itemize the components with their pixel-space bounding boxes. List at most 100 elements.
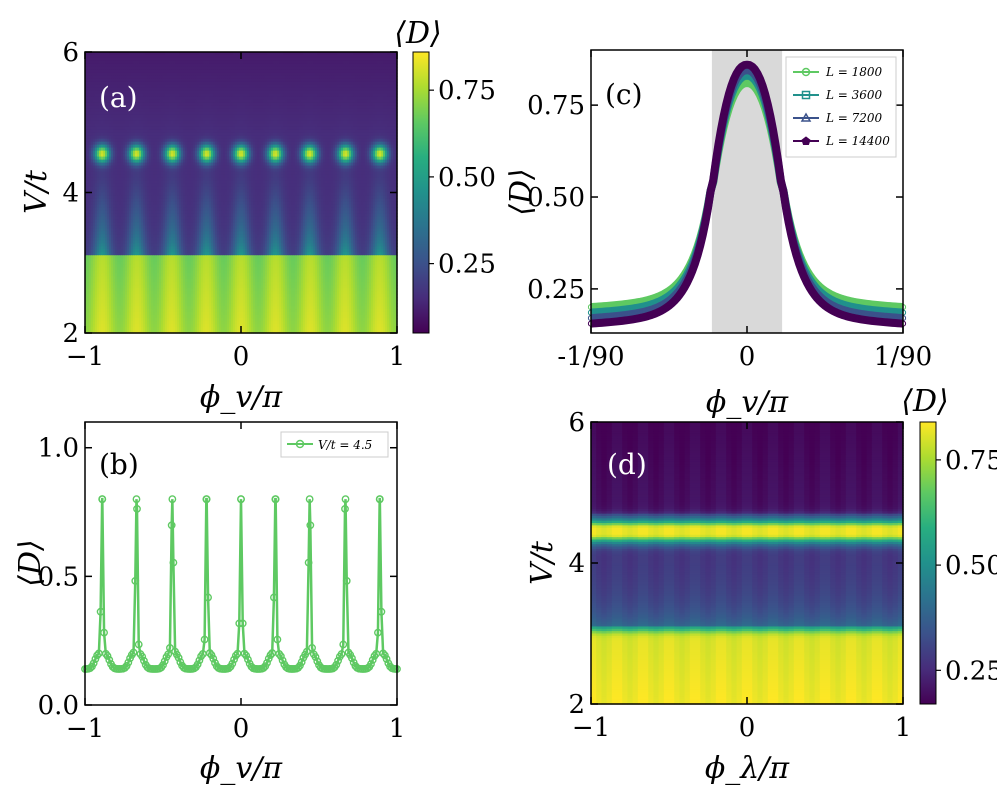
panel-a-heatmap-cell bbox=[363, 105, 366, 110]
panel-a-heatmap-cell bbox=[117, 129, 120, 134]
panel-a-heatmap-cell bbox=[141, 54, 144, 59]
panel-a-heatmap-cell bbox=[181, 108, 184, 113]
panel-a-heatmap-cell bbox=[283, 75, 286, 80]
panel-a-heatmap-cell bbox=[171, 105, 174, 110]
panel-a-heatmap-cell bbox=[389, 75, 392, 80]
panel-a-heatmap-cell bbox=[329, 117, 332, 122]
panel-a-heatmap-cell bbox=[105, 90, 108, 95]
panel-a-heatmap-cell bbox=[313, 81, 316, 86]
panel-a-heatmap-cell bbox=[157, 69, 160, 74]
panel-a-heatmap-cell bbox=[187, 84, 190, 89]
panel-a-heatmap-cell bbox=[269, 87, 272, 92]
panel-a-heatmap-cell bbox=[137, 105, 140, 110]
panel-a-heatmap-cell bbox=[295, 69, 298, 74]
panel-a-heatmap-cell bbox=[147, 57, 150, 62]
panel-a-heatmap-cell bbox=[115, 69, 118, 74]
panel-a-heatmap-cell bbox=[239, 120, 242, 125]
panel-a-heatmap-cell bbox=[357, 123, 360, 128]
panel-a-heatmap-cell bbox=[167, 117, 170, 122]
panel-a-heatmap-cell bbox=[231, 129, 234, 134]
panel-a-heatmap-cell bbox=[107, 57, 110, 62]
panel-a-heatmap-cell bbox=[281, 84, 284, 89]
panel-a-heatmap-cell bbox=[309, 102, 312, 107]
panel-a-heatmap-cell bbox=[257, 69, 260, 74]
panel-a-heatmap-cell bbox=[327, 108, 330, 113]
panel-a-heatmap-cell bbox=[339, 105, 342, 110]
panel-a-heatmap-cell bbox=[243, 99, 246, 104]
panel-a-heatmap-cell bbox=[319, 120, 322, 125]
panel-a-heatmap-cell bbox=[215, 72, 218, 77]
panel-a-heatmap-cell bbox=[301, 123, 304, 128]
panel-a-heatmap-cell bbox=[165, 111, 168, 116]
panel-a-heatmap-cell bbox=[165, 114, 168, 119]
panel-a-heatmap-cell bbox=[131, 114, 134, 119]
panel-a-heatmap-cell bbox=[275, 117, 278, 122]
panel-a-heatmap-cell bbox=[209, 87, 212, 92]
panel-a-heatmap-cell bbox=[285, 57, 288, 62]
panel-a-heatmap-cell bbox=[257, 63, 260, 68]
panel-a-heatmap-cell bbox=[111, 129, 114, 134]
panel-a-heatmap-cell bbox=[389, 52, 392, 56]
panel-a-heatmap-cell bbox=[389, 102, 392, 107]
panel-a-heatmap-cell bbox=[349, 108, 352, 113]
panel-a-heatmap-cell bbox=[247, 102, 250, 107]
panel-a-heatmap-cell bbox=[263, 75, 266, 80]
panel-a-heatmap-cell bbox=[223, 63, 226, 68]
panel-a-heatmap-cell bbox=[297, 129, 300, 134]
panel-a-heatmap-cell bbox=[127, 120, 130, 125]
panel-a-heatmap-cell bbox=[279, 63, 282, 68]
panel-a-heatmap-cell bbox=[97, 87, 100, 92]
panel-a-heatmap-cell bbox=[247, 78, 250, 83]
panel-a-heatmap-cell bbox=[95, 132, 98, 137]
panel-a-heatmap-cell bbox=[361, 108, 364, 113]
panel-a-heatmap-cell bbox=[253, 108, 256, 113]
panel-a-heatmap-cell bbox=[267, 78, 270, 83]
panel-a-heatmap-cell bbox=[161, 87, 164, 92]
panel-a-heatmap-cell bbox=[209, 81, 212, 86]
panel-a-heatmap-cell bbox=[267, 93, 270, 98]
panel-a-heatmap-cell bbox=[369, 114, 372, 119]
panel-a-heatmap-cell bbox=[245, 102, 248, 107]
panel-a-heatmap-cell bbox=[301, 72, 304, 77]
panel-a-heatmap-cell bbox=[211, 102, 214, 107]
panel-a-heatmap-cell bbox=[127, 69, 130, 74]
panel-a-heatmap-cell bbox=[93, 63, 96, 68]
panel-a-heatmap-cell bbox=[339, 81, 342, 86]
panel-a-heatmap-cell bbox=[251, 52, 254, 56]
panel-a-heatmap-cell bbox=[179, 120, 182, 125]
panel-a-heatmap-cell bbox=[187, 66, 190, 71]
panel-a-heatmap-cell bbox=[131, 129, 134, 134]
panel-a-heatmap-cell bbox=[115, 102, 118, 107]
panel-a-heatmap-cell bbox=[255, 114, 258, 119]
panel-a-heatmap-cell bbox=[327, 111, 330, 116]
panel-a-heatmap-cell bbox=[349, 54, 352, 59]
panel-a-heatmap-cell bbox=[373, 66, 376, 71]
panel-a-heatmap-cell bbox=[105, 102, 108, 107]
panel-a-heatmap-cell bbox=[209, 105, 212, 110]
panel-a-heatmap-cell bbox=[321, 99, 324, 104]
panel-a-heatmap-cell bbox=[213, 78, 216, 83]
panel-a-heatmap-cell bbox=[85, 90, 88, 95]
panel-a-heatmap-cell bbox=[347, 114, 350, 119]
panel-a-heatmap-cell bbox=[367, 60, 370, 65]
panel-a-heatmap-cell bbox=[323, 87, 326, 92]
panel-a-heatmap-cell bbox=[379, 72, 382, 77]
panel-a-heatmap-cell bbox=[251, 84, 254, 89]
panel-a-heatmap-cell bbox=[181, 114, 184, 119]
panel-a-heatmap-cell bbox=[381, 72, 384, 77]
panel-a-heatmap-cell bbox=[89, 72, 92, 77]
panel-a-heatmap-cell bbox=[189, 93, 192, 98]
panel-a-heatmap-cell bbox=[339, 69, 342, 74]
panel-a-heatmap-cell bbox=[187, 72, 190, 77]
panel-a-heatmap-cell bbox=[147, 132, 150, 137]
panel-a-heatmap-cell bbox=[329, 78, 332, 83]
panel-a-heatmap-cell bbox=[383, 66, 386, 71]
panel-a-heatmap-cell bbox=[315, 54, 318, 59]
panel-a-heatmap-cell bbox=[369, 84, 372, 89]
panel-a-heatmap-cell bbox=[385, 111, 388, 116]
panel-a-heatmap-cell bbox=[111, 123, 114, 128]
panel-a-heatmap-cell bbox=[265, 87, 268, 92]
panel-a-heatmap-cell bbox=[109, 93, 112, 98]
panel-a-heatmap-cell bbox=[301, 57, 304, 62]
panel-a-heatmap-cell bbox=[115, 105, 118, 110]
